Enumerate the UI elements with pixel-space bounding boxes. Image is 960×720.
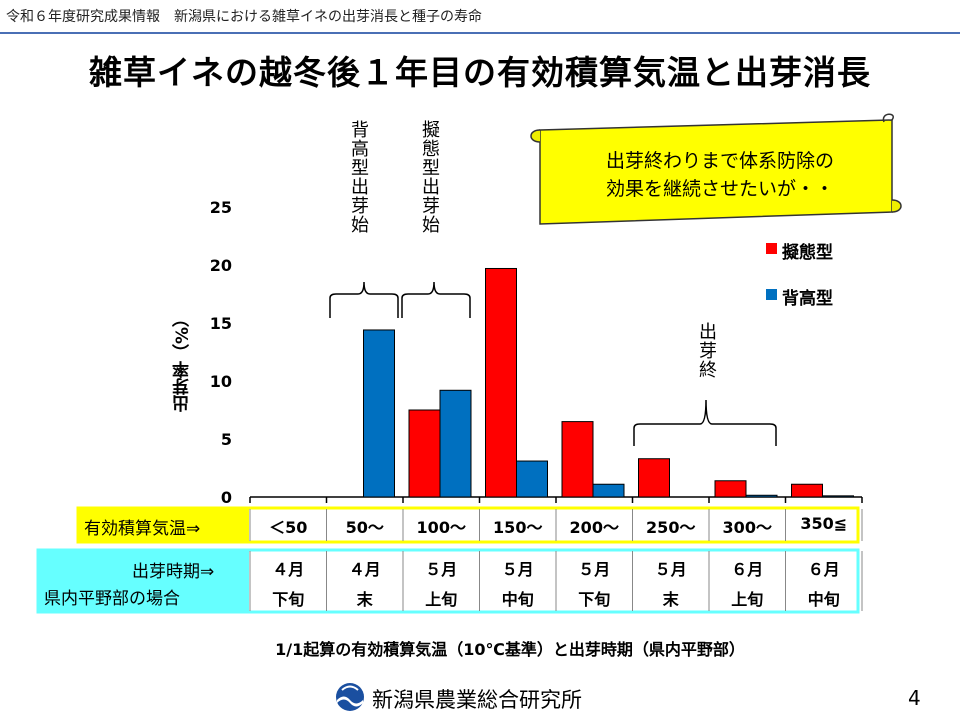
temp-row-frame [76, 506, 860, 544]
x-tick-label: 300～ [722, 518, 772, 537]
legend-swatch-haikou [766, 289, 777, 300]
bar-haikou-6 [745, 494, 778, 498]
period-part: 末 [662, 590, 679, 609]
haikou-start-label: 背高型出芽始 [348, 120, 369, 234]
period-part: 上旬 [425, 590, 458, 609]
legend-label-gitai: 擬態型 [782, 243, 833, 263]
period-month: ５月 [578, 560, 611, 579]
header-text: 令和６年度研究成果情報 新潟県における雑草イネの出芽消長と種子の寿命 [6, 9, 482, 25]
period-part: 中旬 [501, 590, 534, 609]
bar-haikou-2 [439, 389, 472, 498]
org-logo-icon [336, 683, 364, 711]
y-tick-label-10: 10 [210, 372, 232, 391]
brace-end [633, 399, 777, 446]
x-tick-label: 350≦ [800, 514, 848, 533]
bar-gitai-5 [638, 458, 670, 498]
bar-haikou-7 [822, 495, 854, 498]
period-month: ４月 [348, 560, 381, 579]
callout-line-1: 出芽終わりまで体系防除の [605, 150, 834, 172]
period-part: 下旬 [578, 590, 611, 609]
callout-scroll [530, 113, 902, 225]
period-part: 上旬 [731, 590, 764, 609]
x-tick-label: 150～ [493, 518, 543, 537]
y-tick-label-20: 20 [210, 256, 232, 275]
bar-haikou-3 [516, 460, 548, 498]
slide-title: 雑草イネの越冬後１年目の有効積算気温と出芽消長 [89, 53, 871, 92]
brace-haikou [329, 281, 399, 318]
callout-line-2: 効果を継続させたいが・・ [605, 178, 834, 200]
y-axis-label: 出芽率（%） [173, 310, 193, 413]
page-number: 4 [908, 686, 921, 710]
period-row-label-2: 県内平野部の場合 [44, 589, 180, 609]
period-part: 中旬 [807, 590, 840, 609]
y-tick-label-25: 25 [210, 198, 232, 217]
bar-gitai-6 [714, 480, 747, 498]
x-tick-label: ＜50 [269, 518, 308, 537]
period-row-label-bg [39, 551, 249, 611]
period-month: ５月 [501, 560, 534, 579]
gitai-start-label: 擬態型出芽始 [419, 120, 440, 234]
temp-row-label-bg [79, 509, 249, 541]
header-divider [0, 32, 960, 34]
callout-text: 出芽終わりまで体系防除の 効果を継続させたいが・・ [560, 147, 880, 203]
emergence-end-label: 出芽終 [696, 322, 717, 379]
x-tick-label: 250～ [646, 518, 696, 537]
bar-gitai-4 [561, 421, 594, 498]
period-month: ６月 [807, 560, 840, 579]
legend-swatch-gitai [766, 243, 777, 254]
period-month: ５月 [654, 560, 687, 579]
footer-organization: 新潟県農業総合研究所 [372, 688, 582, 712]
legend-label-haikou: 背高型 [782, 289, 833, 309]
temp-row-label: 有効積算気温⇒ [84, 519, 201, 539]
bar-gitai-7 [791, 483, 823, 498]
period-month: ４月 [272, 560, 305, 579]
chart-caption: 1/1起算の有効積算気温（10℃基準）と出芽時期（県内平野部） [275, 640, 745, 659]
bar-haikou-1 [363, 329, 395, 498]
x-tick-label: 50～ [345, 518, 384, 537]
x-tick-label: 200～ [569, 518, 619, 537]
period-month: ６月 [731, 560, 764, 579]
period-row-label-1: 出芽時期⇒ [132, 562, 215, 582]
x-tick-label: 100～ [416, 518, 466, 537]
y-tick-label-0: 0 [221, 488, 232, 507]
y-tick-label-5: 5 [221, 430, 232, 449]
brace-gitai [401, 281, 471, 318]
bar-gitai-3 [485, 267, 517, 498]
period-month: ５月 [425, 560, 458, 579]
period-part: 末 [356, 590, 373, 609]
bar-gitai-2 [408, 409, 441, 498]
period-part: 下旬 [272, 590, 305, 609]
period-row-frame [36, 548, 860, 614]
bar-haikou-4 [592, 483, 625, 498]
y-tick-label-15: 15 [210, 314, 232, 333]
